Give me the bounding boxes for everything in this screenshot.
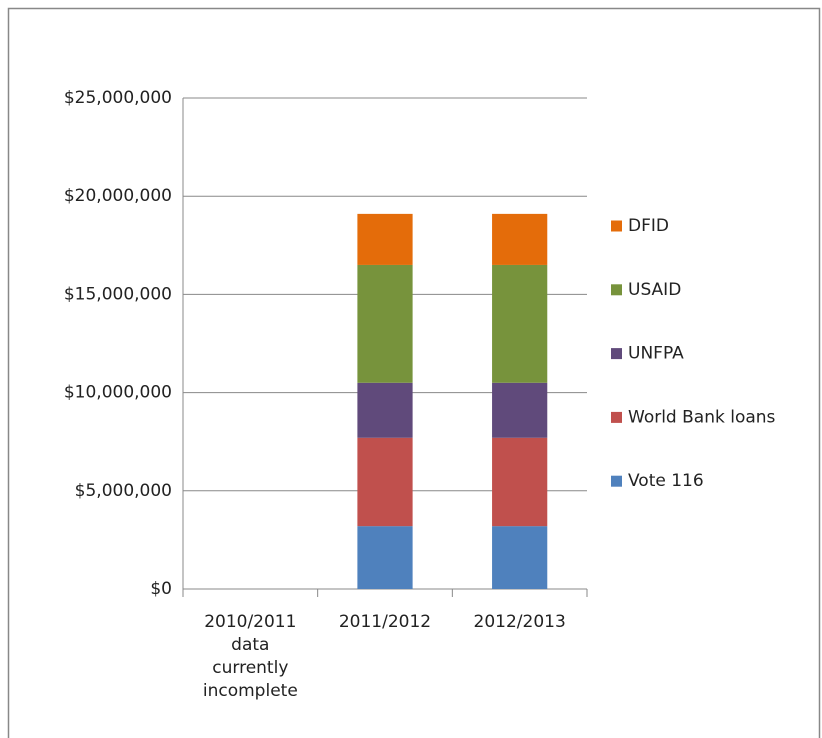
bar-segment <box>357 213 413 265</box>
x-tick-label: 2011/2012 <box>338 612 432 632</box>
bar-segment <box>357 382 413 438</box>
legend-label: Vote 116 <box>628 471 704 491</box>
bar-segment <box>492 382 548 438</box>
bar-segment <box>357 526 413 589</box>
legend-label: USAID <box>628 280 681 300</box>
y-tick-label: $5,000,000 <box>75 481 172 501</box>
legend-swatch <box>611 220 622 232</box>
legend-label: World Bank loans <box>628 407 776 427</box>
legend-swatch <box>611 284 622 296</box>
legend-swatch <box>611 475 622 487</box>
legend-label: DFID <box>628 216 669 236</box>
bar-segment <box>357 264 413 383</box>
bar-segment <box>492 264 548 383</box>
legend-swatch <box>611 411 622 423</box>
bar-segment <box>357 437 413 527</box>
y-tick-label: $25,000,000 <box>64 88 172 108</box>
legend-swatch <box>611 348 622 360</box>
bar-segment <box>492 437 548 527</box>
bar-segment <box>492 526 548 589</box>
chart-frame <box>7 7 821 738</box>
y-tick-label: $20,000,000 <box>64 186 172 206</box>
x-tick-label: 2012/2013 <box>473 612 566 632</box>
legend-label: UNFPA <box>628 344 684 364</box>
y-tick-label: $10,000,000 <box>64 383 172 403</box>
y-tick-label: $15,000,000 <box>64 284 172 304</box>
y-tick-label: $0 <box>150 579 172 599</box>
x-tick-label: 2010/2011 data currently incomplete <box>202 612 298 701</box>
bar-segment <box>492 213 548 265</box>
